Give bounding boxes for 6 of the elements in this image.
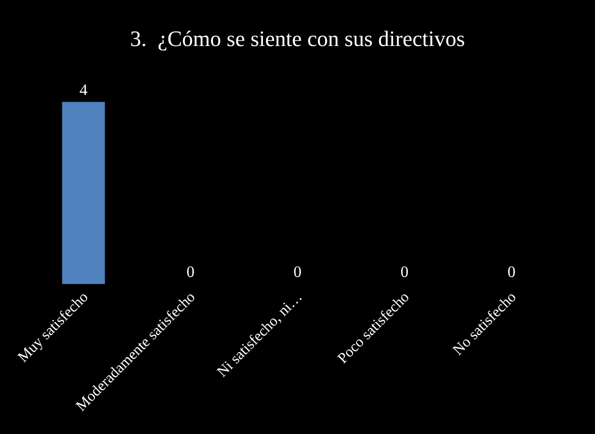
- data-label: 0: [294, 264, 302, 281]
- data-label: 0: [400, 264, 408, 281]
- data-label: 4: [80, 82, 88, 99]
- data-label: 0: [186, 264, 194, 281]
- chart-title: 3. ¿Cómo se siente con sus directivos: [130, 26, 465, 51]
- data-label: 0: [508, 264, 516, 281]
